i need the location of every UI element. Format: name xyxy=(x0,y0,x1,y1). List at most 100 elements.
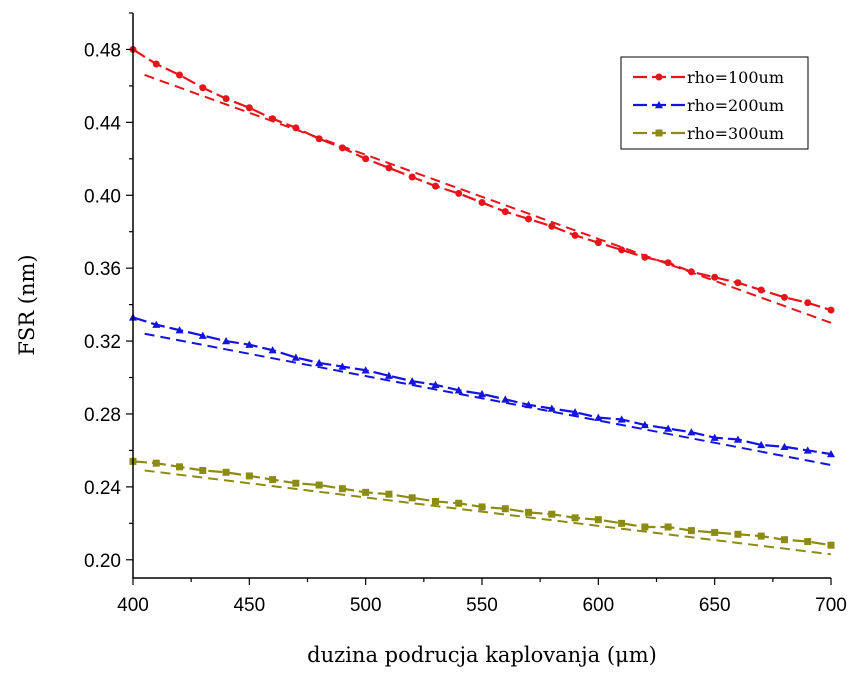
data-point-rho=100um-610 xyxy=(618,246,626,254)
data-point-rho=200um-600 xyxy=(594,413,603,421)
data-point-rho=200um-570 xyxy=(524,400,533,409)
data-point-rho=200um-630 xyxy=(664,424,673,432)
data-point-rho=300um-660 xyxy=(734,530,742,538)
data-point-rho=300um-630 xyxy=(664,523,672,531)
data-point-rho=300um-410 xyxy=(152,459,160,467)
data-point-rho=100um-650 xyxy=(711,273,719,281)
y-tick-label-0.44: 0.44 xyxy=(84,113,121,134)
data-point-rho=100um-470 xyxy=(292,124,300,132)
data-point-rho=300um-490 xyxy=(338,485,346,493)
data-point-rho=200um-690 xyxy=(803,446,812,454)
data-point-rho=200um-430 xyxy=(198,331,207,339)
data-point-rho=300um-680 xyxy=(780,536,788,544)
data-point-rho=200um-640 xyxy=(687,428,696,436)
data-point-rho=300um-580 xyxy=(548,510,556,518)
data-point-rho=100um-660 xyxy=(734,279,742,287)
data-point-rho=200um-550 xyxy=(477,389,487,398)
data-point-rho=200um-520 xyxy=(408,377,417,385)
data-point-rho=100um-490 xyxy=(338,144,346,152)
data-point-rho=100um-630 xyxy=(664,259,672,267)
data-point-rho=200um-530 xyxy=(431,380,440,389)
data-point-rho=300um-470 xyxy=(292,479,300,487)
data-point-rho=200um-590 xyxy=(571,408,580,416)
data-point-rho=200um-670 xyxy=(757,440,766,449)
legend-marker-rho=300um xyxy=(655,129,663,137)
data-point-rho=300um-500 xyxy=(362,488,370,496)
y-tick-label-0.36: 0.36 xyxy=(84,259,121,280)
y-tick-label-0.32: 0.32 xyxy=(84,332,121,353)
y-tick-label-0.24: 0.24 xyxy=(84,478,121,499)
data-point-rho=100um-510 xyxy=(385,164,393,172)
data-point-rho=200um-470 xyxy=(291,353,300,361)
legend: rho=100um rho=200um rho=300um xyxy=(620,56,809,150)
legend-label-rho=100um: rho=100um xyxy=(687,68,784,87)
data-point-rho=100um-440 xyxy=(222,95,230,103)
series-layer xyxy=(128,45,836,549)
data-point-rho=300um-610 xyxy=(618,519,626,527)
x-tick-label-400: 400 xyxy=(117,595,149,616)
data-point-rho=300um-530 xyxy=(431,497,439,505)
data-point-rho=300um-440 xyxy=(222,468,230,476)
dashed-line-1 xyxy=(144,74,832,324)
data-point-rho=200um-460 xyxy=(268,346,277,354)
x-tick-label-650: 650 xyxy=(699,595,731,616)
data-point-rho=200um-440 xyxy=(222,337,231,345)
data-point-rho=300um-540 xyxy=(455,499,463,507)
data-point-rho=200um-700 xyxy=(826,450,836,458)
y-tick-label-0.28: 0.28 xyxy=(84,405,121,426)
data-point-rho=300um-600 xyxy=(594,516,602,524)
x-tick-label-600: 600 xyxy=(582,595,614,616)
data-point-rho=300um-670 xyxy=(757,532,765,540)
data-point-rho=100um-530 xyxy=(431,182,439,190)
data-point-rho=100um-690 xyxy=(804,299,812,307)
series-line-rho=200um xyxy=(132,316,832,456)
data-point-rho=300um-590 xyxy=(571,514,579,522)
data-point-rho=200um-450 xyxy=(245,340,254,348)
data-point-rho=300um-420 xyxy=(176,463,184,471)
dashed-line-2 xyxy=(144,332,832,466)
data-point-rho=300um-480 xyxy=(315,481,323,489)
legend-label-rho=200um: rho=200um xyxy=(687,96,784,115)
data-point-rho=300um-510 xyxy=(385,490,393,498)
data-point-rho=200um-490 xyxy=(338,362,347,370)
data-point-rho=100um-500 xyxy=(362,155,370,163)
data-point-rho=300um-450 xyxy=(245,472,253,480)
data-point-rho=300um-570 xyxy=(525,508,533,516)
data-point-rho=200um-540 xyxy=(454,386,463,394)
data-point-rho=100um-570 xyxy=(525,215,533,223)
legend-marker-rho=200um xyxy=(654,100,664,109)
dashed-lines-layer xyxy=(144,74,832,556)
data-point-rho=200um-610 xyxy=(617,415,626,423)
y-tick-label-0.48: 0.48 xyxy=(84,40,121,61)
data-point-rho=300um-560 xyxy=(501,505,509,513)
data-point-rho=100um-410 xyxy=(152,60,160,68)
data-point-rho=100um-640 xyxy=(687,268,695,276)
y-tick-label-0.20: 0.20 xyxy=(84,551,121,572)
data-point-rho=300um-640 xyxy=(687,527,695,535)
data-point-rho=100um-450 xyxy=(245,104,253,112)
data-point-rho=300um-550 xyxy=(478,503,486,511)
data-point-rho=100um-420 xyxy=(176,71,184,79)
data-point-rho=200um-560 xyxy=(501,395,510,403)
y-tick-label-0.40: 0.40 xyxy=(84,186,121,207)
data-point-rho=200um-650 xyxy=(710,433,719,441)
x-tick-label-700: 700 xyxy=(815,595,847,616)
legend-label-rho=300um: rho=300um xyxy=(687,124,784,143)
data-point-rho=100um-620 xyxy=(641,253,649,261)
x-tick-label-500: 500 xyxy=(350,595,382,616)
data-point-rho=100um-460 xyxy=(269,115,277,123)
data-point-rho=100um-560 xyxy=(501,208,509,216)
data-point-rho=100um-600 xyxy=(594,239,602,247)
data-point-rho=100um-700 xyxy=(827,306,835,314)
data-point-rho=300um-460 xyxy=(269,476,277,484)
series-line-rho=300um xyxy=(132,460,832,547)
data-point-rho=100um-520 xyxy=(408,173,416,181)
data-point-rho=300um-700 xyxy=(827,541,835,549)
data-point-rho=100um-590 xyxy=(571,231,579,239)
y-axis-title: FSR (nm) xyxy=(15,254,39,355)
x-tick-label-550: 550 xyxy=(466,595,498,616)
data-point-rho=200um-580 xyxy=(547,404,556,412)
data-point-rho=300um-520 xyxy=(408,494,416,502)
data-point-rho=100um-550 xyxy=(478,199,486,207)
data-point-rho=200um-410 xyxy=(152,320,161,328)
